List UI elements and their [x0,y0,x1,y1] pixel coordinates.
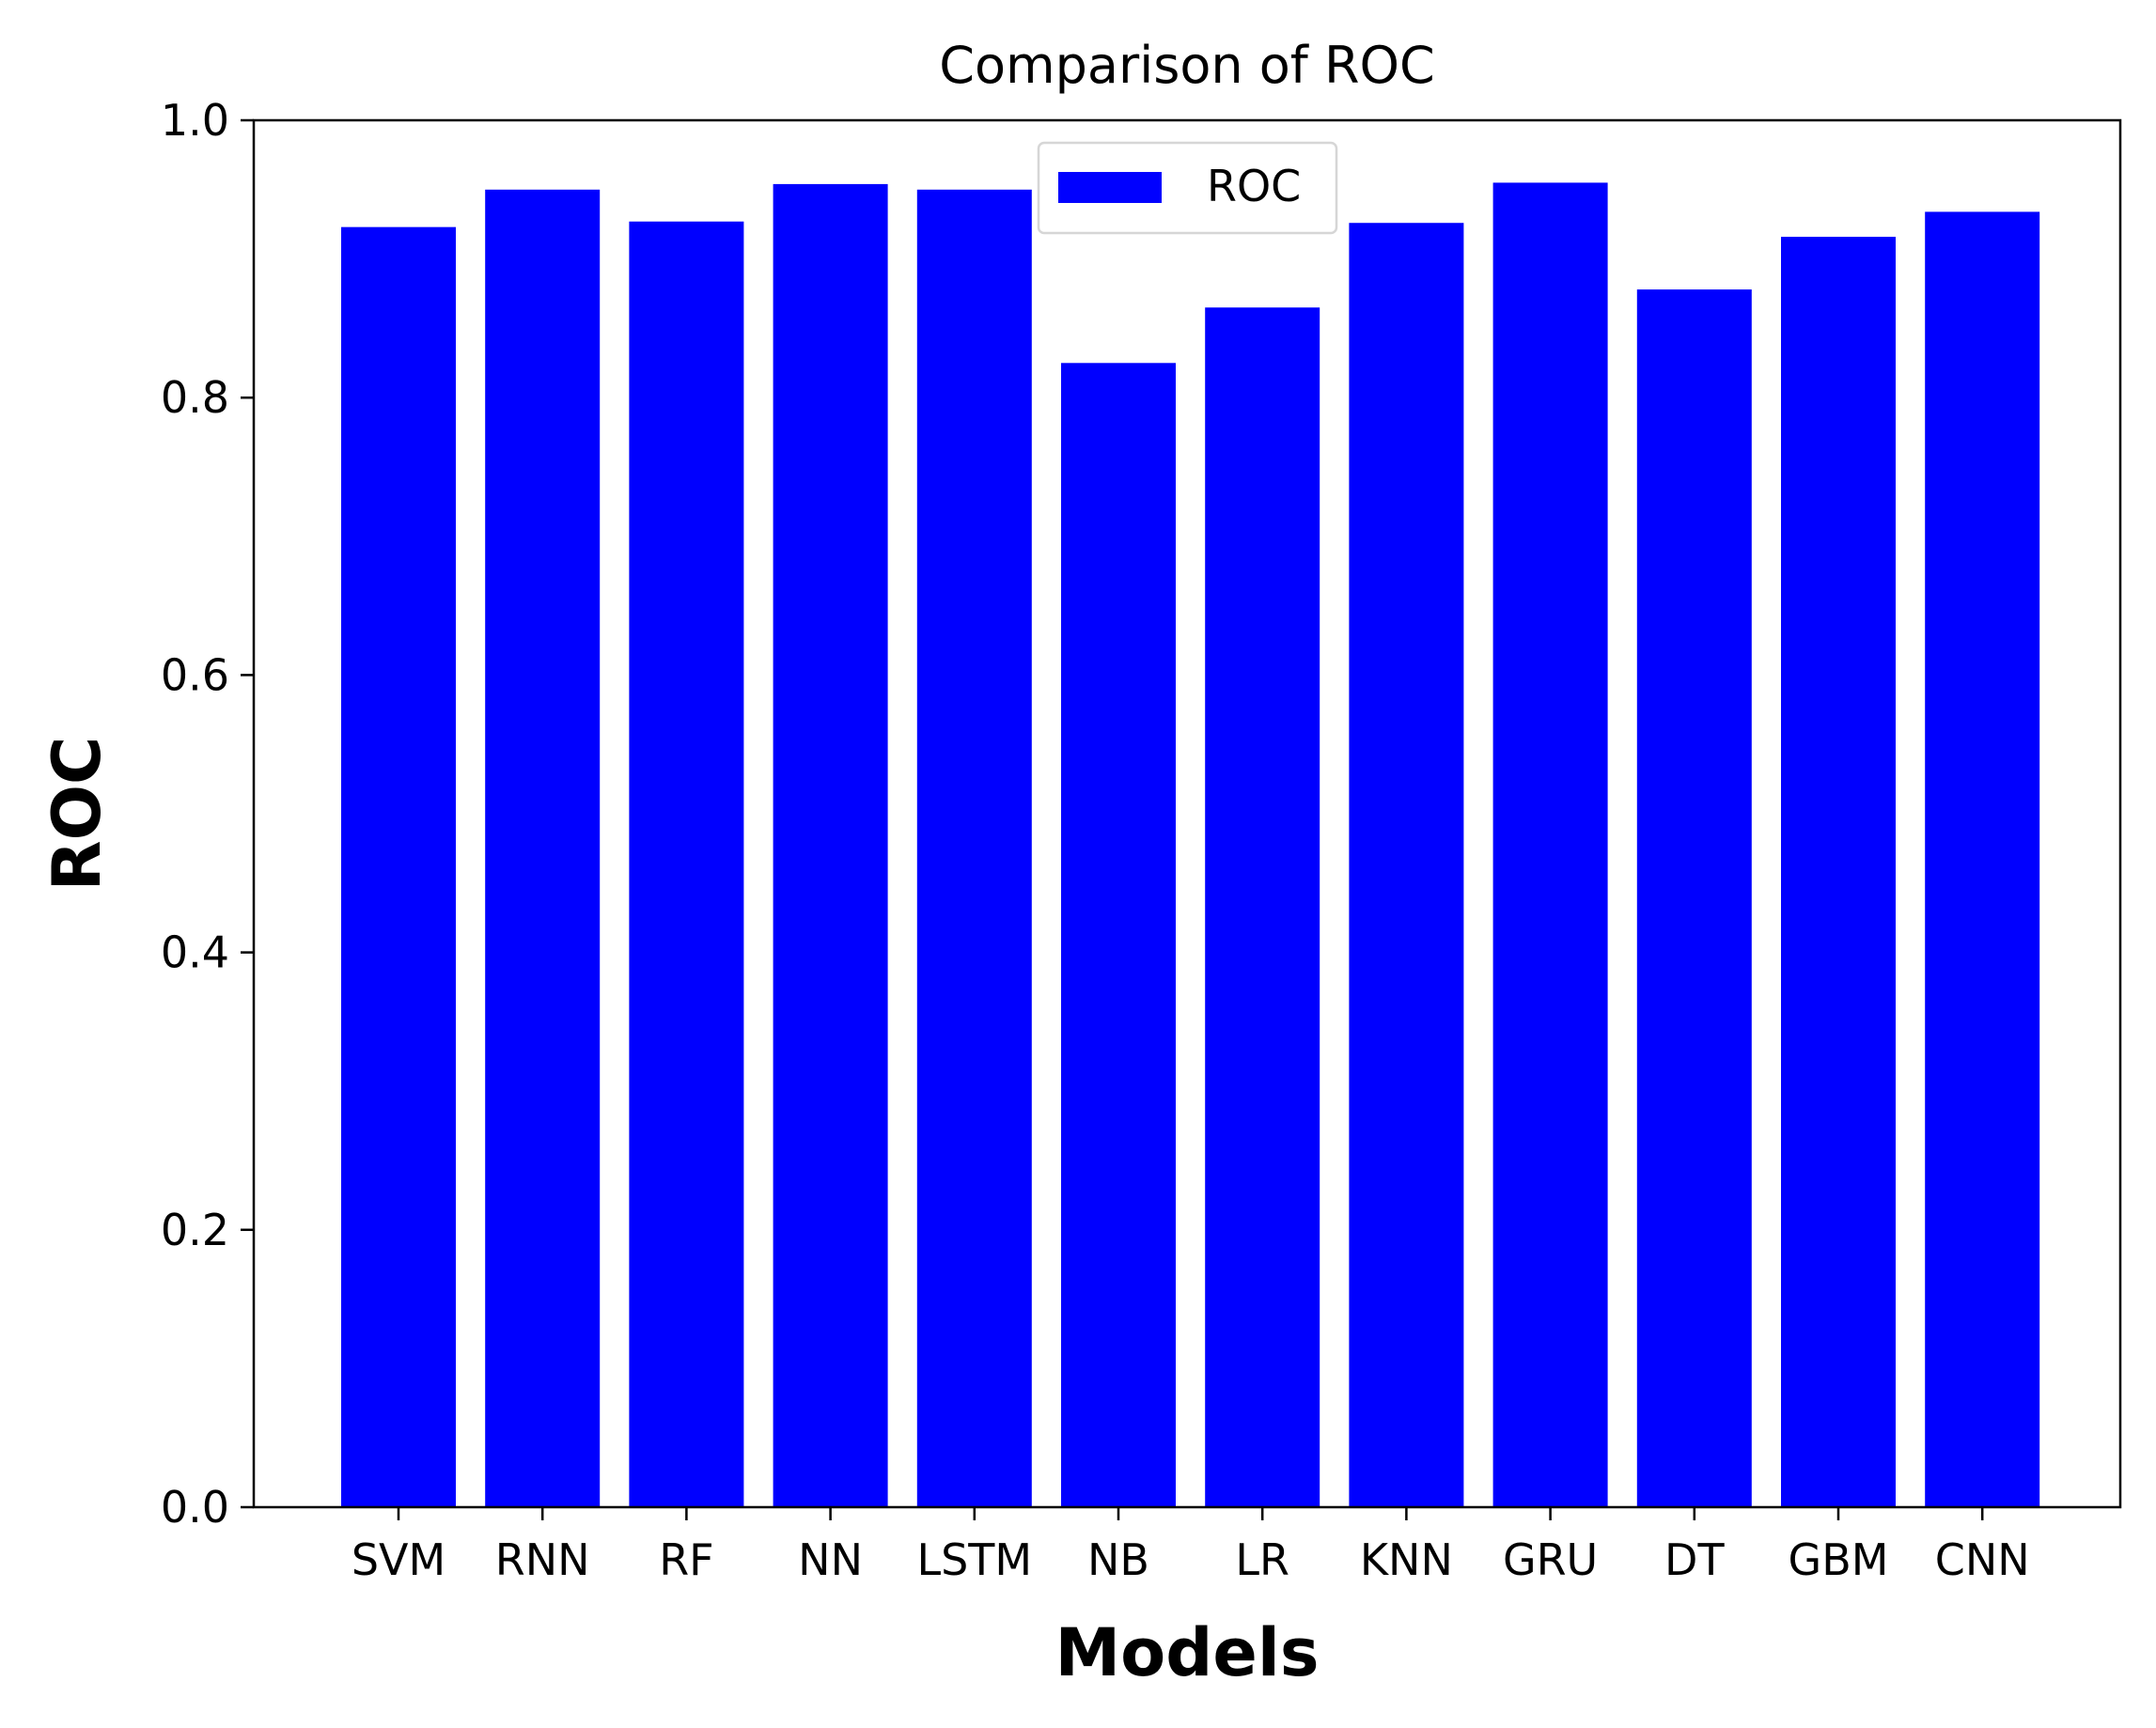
legend-swatch [1058,172,1162,203]
y-tick-label: 0.8 [161,372,229,423]
x-tick-label: CNN [1935,1534,2030,1585]
bar-knn [1349,223,1464,1507]
bar-nn [773,183,888,1507]
chart-title: Comparison of ROC [939,36,1434,95]
bar-cnn [1925,211,2040,1507]
y-tick-label: 0.6 [161,649,229,700]
x-tick-label: LSTM [916,1534,1032,1585]
x-axis-label: Models [1055,1614,1320,1691]
x-tick-label: RNN [495,1534,590,1585]
y-tick-label: 0.2 [161,1205,229,1255]
plot-frame [252,118,2122,1509]
legend: ROC [1037,141,1338,235]
x-tick-label: GBM [1789,1534,1889,1585]
y-tick-label: 0.4 [161,927,229,978]
bar-rnn [485,189,601,1507]
x-tick-label: GRU [1503,1534,1598,1585]
x-axis: SVM RNN RF NN LSTM NB LR KNN GRU DT GBM CNN [352,1507,2030,1585]
x-tick-label: SVM [352,1534,445,1585]
bar-lr [1205,307,1320,1507]
x-tick-label: NB [1087,1534,1149,1585]
x-tick-label: NN [798,1534,863,1585]
x-tick-label: RF [659,1534,713,1585]
legend-label: ROC [1207,161,1301,211]
x-tick-label: LR [1235,1534,1289,1585]
bar-lstm [916,189,1032,1507]
bar-gru [1492,182,1608,1507]
bar-gbm [1781,236,1896,1507]
y-tick-label: 1.0 [161,95,229,146]
legend-frame [1037,141,1338,235]
bar-dt [1636,289,1752,1507]
bar-nb [1061,363,1176,1507]
y-axis: 0.0 0.2 0.4 0.6 0.8 1.0 [161,95,254,1533]
x-tick-label: DT [1664,1534,1725,1585]
x-tick-label: KNN [1360,1534,1453,1585]
bar-rf [629,221,744,1507]
y-axis-label: ROC [39,737,116,892]
bar-svm [341,226,456,1508]
y-tick-label: 0.0 [161,1482,229,1533]
bars-layer [341,182,2040,1508]
